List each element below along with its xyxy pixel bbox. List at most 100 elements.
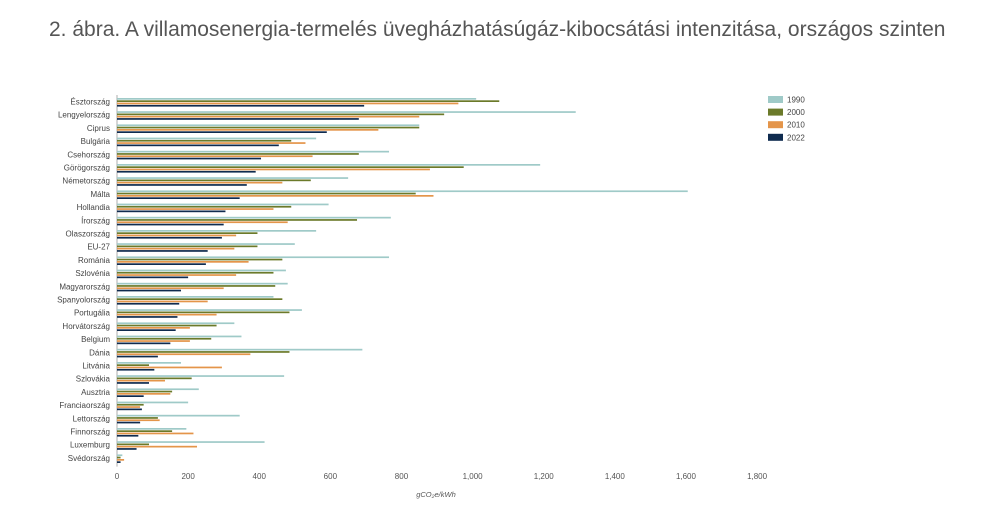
category-label: Málta (90, 190, 110, 199)
category-label: Görögország (64, 164, 110, 173)
legend-swatch-2022 (768, 133, 783, 141)
category-label: Horvátország (62, 322, 110, 331)
bar-2000 (117, 113, 445, 116)
bar-2022 (117, 342, 171, 345)
bar-2010 (117, 129, 379, 131)
bar-2000 (117, 403, 144, 406)
category-label: Luxemburg (70, 441, 110, 450)
bar-2000 (117, 153, 359, 155)
category-label: Magyarország (59, 282, 110, 291)
bar-2010 (117, 432, 194, 435)
bar-1990 (117, 309, 302, 311)
bar-2000 (117, 126, 420, 129)
bar-2022 (117, 395, 144, 397)
category-label: Dánia (89, 348, 110, 357)
bar-2010 (117, 459, 125, 461)
bar-2000 (117, 271, 274, 274)
bar-2000 (117, 258, 283, 261)
bar-1990 (117, 164, 541, 166)
category-label: Svédország (68, 454, 110, 463)
bar-2022 (117, 263, 206, 265)
bar-2000 (117, 166, 464, 168)
category-label: Németország (62, 177, 110, 186)
bar-1990 (117, 230, 317, 232)
bar-2010 (117, 247, 235, 250)
category-label: Spanyolország (57, 296, 110, 305)
x-tick-label: 400 (253, 472, 267, 481)
bar-2022 (117, 448, 137, 450)
bar-1990 (117, 137, 317, 140)
bar-2010 (117, 353, 251, 356)
bar-2022 (117, 316, 178, 318)
bar-2022 (117, 421, 141, 424)
bar-2010 (117, 261, 249, 263)
bar-2000 (117, 430, 173, 432)
bar-2010 (117, 379, 166, 382)
bar-2010 (117, 195, 434, 197)
bar-2010 (117, 300, 208, 303)
category-label: Franciaország (59, 401, 110, 410)
category-label: Szlovákia (76, 375, 111, 384)
bar-2010 (117, 419, 160, 422)
bar-2022 (117, 144, 279, 147)
x-tick-label: 800 (395, 472, 409, 481)
bar-1990 (117, 401, 189, 404)
bar-2010 (117, 340, 190, 342)
bar-2022 (117, 170, 256, 173)
bar-2022 (117, 355, 158, 358)
bar-2010 (117, 274, 237, 276)
bar-2000 (117, 192, 416, 195)
bar-2022 (117, 302, 180, 305)
category-label: EU-27 (87, 243, 110, 252)
bar-1990 (117, 124, 420, 127)
bar-1990 (117, 296, 274, 298)
legend-label: 2000 (787, 108, 805, 117)
bar-1990 (117, 216, 391, 219)
bar-2000 (117, 219, 358, 221)
bar-1990 (117, 414, 240, 417)
category-label: Ciprus (87, 124, 110, 133)
category-label: Bulgária (81, 137, 111, 146)
bar-1990 (117, 243, 295, 245)
bar-2010 (117, 327, 190, 329)
category-label: Szlovénia (75, 269, 110, 278)
bar-1990 (117, 190, 688, 193)
x-tick-label: 1,600 (676, 472, 697, 481)
bar-2022 (117, 157, 262, 160)
bar-2022 (117, 104, 365, 107)
bar-2000 (117, 232, 258, 234)
x-tick-label: 0 (115, 472, 120, 481)
category-label: Észtország (70, 98, 110, 107)
bar-2022 (117, 461, 121, 463)
category-label: Belgium (81, 335, 110, 344)
bar-2022 (117, 118, 359, 120)
bar-1990 (117, 454, 123, 457)
bar-1990 (117, 362, 182, 364)
bar-2010 (117, 142, 306, 144)
bar-2010 (117, 155, 313, 158)
category-label: Lengyelország (58, 111, 110, 120)
bar-2000 (117, 100, 500, 102)
bar-1990 (117, 388, 199, 391)
bar-2010 (117, 102, 459, 105)
bar-1990 (117, 269, 286, 272)
bar-2010 (117, 208, 274, 210)
bar-2000 (117, 205, 292, 208)
bar-1990 (117, 375, 285, 377)
bar-2000 (117, 285, 276, 287)
category-label: Hollandia (77, 203, 111, 212)
bar-1990 (117, 150, 390, 153)
x-tick-label: 200 (181, 472, 195, 481)
bar-2010 (117, 445, 198, 448)
bar-2000 (117, 139, 292, 142)
x-tick-label: 1,400 (605, 472, 626, 481)
bar-2000 (117, 377, 192, 380)
x-tick-label: 1,800 (747, 472, 768, 481)
bar-2010 (117, 168, 430, 171)
x-tick-label: 1,200 (534, 472, 555, 481)
chart-title: 2. ábra. A villamosenergia-termelés üveg… (49, 18, 946, 41)
bar-2010 (117, 234, 237, 237)
bar-2022 (117, 434, 139, 437)
bar-2000 (117, 417, 158, 419)
